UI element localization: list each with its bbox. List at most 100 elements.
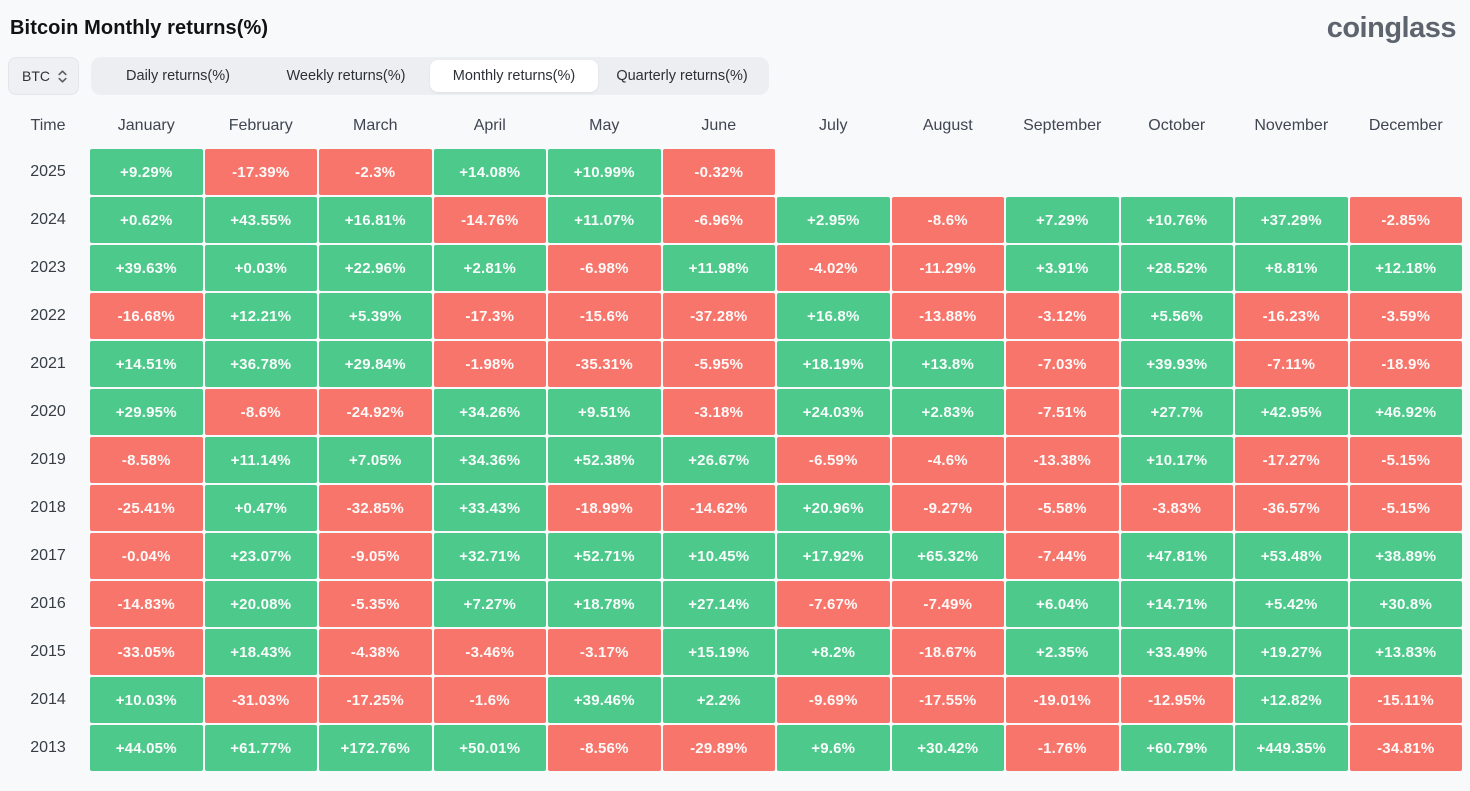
return-cell: +2.81% [433, 245, 546, 291]
tab-daily-returns[interactable]: Daily returns(%) [94, 60, 262, 92]
return-cell: +3.91% [1006, 245, 1119, 291]
tab-quarterly-returns[interactable]: Quarterly returns(%) [598, 60, 766, 92]
return-cell: +2.95% [777, 197, 890, 243]
time-header: Time [30, 117, 66, 134]
return-cell: -6.98% [548, 245, 661, 291]
return-cell: -17.39% [204, 149, 317, 195]
return-cell: -3.59% [1349, 293, 1462, 339]
month-header: October [1148, 117, 1206, 134]
return-cell: +8.2% [777, 629, 890, 675]
return-cell: -16.68% [90, 293, 203, 339]
empty-cell [1006, 149, 1119, 195]
month-header: August [922, 117, 973, 134]
return-cell: -5.15% [1349, 485, 1462, 531]
return-cell: +39.46% [548, 677, 661, 723]
year-label: 2014 [30, 691, 66, 708]
return-cell: +61.77% [204, 725, 317, 771]
return-cell: -19.01% [1006, 677, 1119, 723]
return-cell: +5.39% [319, 293, 432, 339]
return-cell: -24.92% [319, 389, 432, 435]
return-cell: +43.55% [204, 197, 317, 243]
return-cell: +14.51% [90, 341, 203, 387]
return-cell: -31.03% [204, 677, 317, 723]
return-cell: -33.05% [90, 629, 203, 675]
return-cell: -7.03% [1006, 341, 1119, 387]
return-cell: +16.8% [777, 293, 890, 339]
return-cell: +53.48% [1235, 533, 1348, 579]
return-cell: -18.99% [548, 485, 661, 531]
return-cell: -5.15% [1349, 437, 1462, 483]
return-cell: -8.6% [204, 389, 317, 435]
return-cell: -3.17% [548, 629, 661, 675]
empty-cell [892, 149, 1005, 195]
return-cell: +10.45% [662, 533, 775, 579]
return-cell: -3.46% [433, 629, 546, 675]
return-cell: -17.25% [319, 677, 432, 723]
return-cell: +33.49% [1120, 629, 1233, 675]
month-header: March [353, 117, 398, 134]
return-cell: +15.19% [662, 629, 775, 675]
return-cell: +65.32% [891, 533, 1004, 579]
return-cell: +10.17% [1120, 437, 1233, 483]
return-cell: -6.59% [777, 437, 890, 483]
return-cell: +5.56% [1120, 293, 1233, 339]
return-cell: -0.04% [90, 533, 203, 579]
return-cell: +14.71% [1120, 581, 1233, 627]
return-cell: -5.35% [319, 581, 432, 627]
return-cell: +9.6% [777, 725, 890, 771]
return-cell: +13.8% [891, 341, 1004, 387]
return-cell: +13.83% [1349, 629, 1462, 675]
return-cell: +39.63% [90, 245, 203, 291]
month-header: May [589, 117, 620, 134]
return-cell: +27.7% [1120, 389, 1233, 435]
return-cell: +0.47% [204, 485, 317, 531]
return-cell: +2.2% [662, 677, 775, 723]
return-cell: +22.96% [319, 245, 432, 291]
return-cell: +172.76% [319, 725, 432, 771]
return-cell: -37.28% [662, 293, 775, 339]
return-cell: -18.67% [891, 629, 1004, 675]
return-cell: +8.81% [1235, 245, 1348, 291]
month-header: February [228, 117, 293, 134]
empty-cell [1350, 149, 1463, 195]
return-cell: -32.85% [319, 485, 432, 531]
return-cell: -25.41% [90, 485, 203, 531]
return-cell: -17.55% [891, 677, 1004, 723]
return-cell: +52.38% [548, 437, 661, 483]
return-cell: +18.19% [777, 341, 890, 387]
return-cell: +24.03% [777, 389, 890, 435]
symbol-select[interactable]: BTC [8, 57, 79, 95]
return-cell: +34.36% [433, 437, 546, 483]
year-label: 2021 [30, 355, 66, 372]
return-cell: +10.03% [90, 677, 203, 723]
year-label: 2018 [30, 499, 66, 516]
year-label: 2022 [30, 307, 66, 324]
month-header: December [1368, 117, 1443, 134]
return-cell: -8.58% [90, 437, 203, 483]
return-cell: -7.44% [1006, 533, 1119, 579]
return-cell: +50.01% [433, 725, 546, 771]
return-cell: +12.18% [1349, 245, 1462, 291]
return-cell: -2.3% [319, 149, 432, 195]
return-cell: +42.95% [1235, 389, 1348, 435]
tab-monthly-returns[interactable]: Monthly returns(%) [430, 60, 598, 92]
chevron-up-down-icon [58, 69, 67, 83]
return-cell: +20.08% [204, 581, 317, 627]
year-label: 2016 [30, 595, 66, 612]
month-header: June [701, 117, 737, 134]
return-cell: -5.58% [1006, 485, 1119, 531]
return-cell: +5.42% [1235, 581, 1348, 627]
return-cell: +11.07% [548, 197, 661, 243]
return-cell: -15.11% [1349, 677, 1462, 723]
tab-weekly-returns[interactable]: Weekly returns(%) [262, 60, 430, 92]
empty-cell [1235, 149, 1348, 195]
coinglass-logo: coinglass [1326, 12, 1457, 44]
returns-period-tabs: Daily returns(%) Weekly returns(%) Monthly… [91, 57, 769, 95]
return-cell: +28.52% [1120, 245, 1233, 291]
return-cell: +9.29% [90, 149, 203, 195]
return-cell: -34.81% [1349, 725, 1462, 771]
return-cell: +26.67% [662, 437, 775, 483]
return-cell: +29.95% [90, 389, 203, 435]
return-cell: +7.27% [433, 581, 546, 627]
month-header: September [1023, 117, 1102, 134]
